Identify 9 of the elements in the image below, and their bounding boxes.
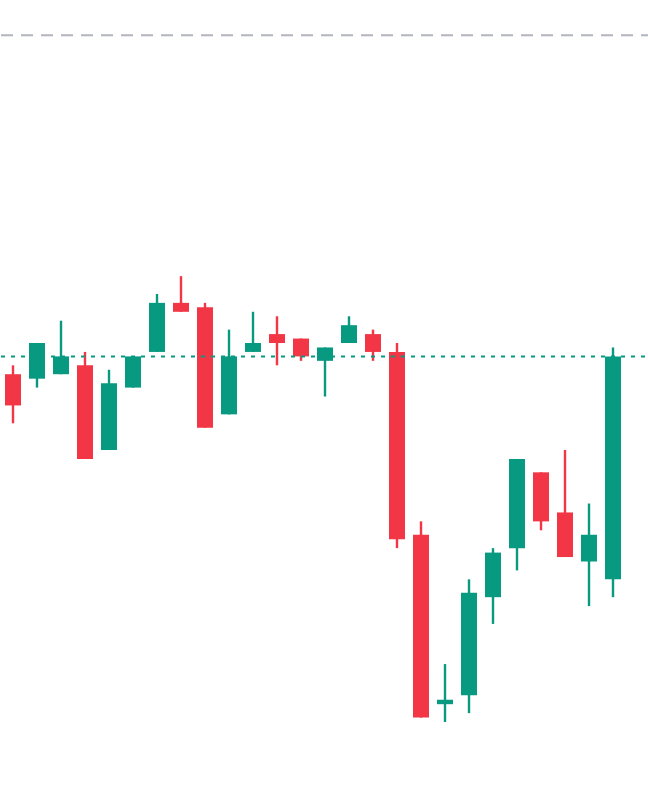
candlestick [485,546,501,626]
candlestick [269,315,285,367]
candlestick [437,662,453,724]
candlestick [5,364,21,425]
candlestick [173,274,189,313]
candlestick [581,502,597,608]
candlestick [365,328,381,363]
candlestick [557,448,573,559]
candlestick [341,315,357,345]
